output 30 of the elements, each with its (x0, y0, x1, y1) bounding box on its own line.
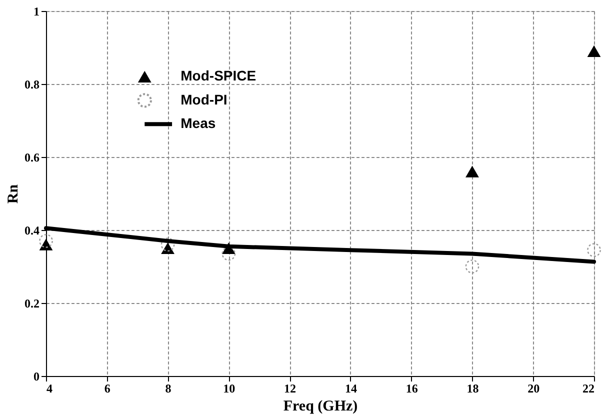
point (466, 166, 479, 178)
legend-label: Meas (180, 115, 216, 132)
legend-label: Mod-PI (180, 91, 228, 108)
y-tick-label: 0 (34, 370, 40, 384)
y-axis-title: Rn (6, 184, 22, 204)
point (161, 242, 174, 254)
x-tick-label: 6 (104, 382, 110, 396)
point (587, 45, 601, 57)
point (39, 238, 53, 250)
point (465, 260, 480, 274)
y-tick-label: 0.8 (24, 78, 40, 92)
x-tick-label: 8 (165, 382, 172, 396)
x-tick-label: 4 (46, 382, 52, 396)
x-axis-title: Freq (GHz) (283, 398, 358, 414)
x-tick-label: 12 (284, 382, 296, 396)
y-tick-label: 0.4 (24, 224, 40, 238)
x-tick-label: 18 (466, 382, 479, 396)
x-tick-label: 20 (528, 382, 540, 396)
point (587, 243, 601, 257)
x-tick-label: 16 (406, 382, 418, 396)
y-tick-label: 0.2 (24, 296, 40, 310)
point (160, 238, 175, 252)
x-tick-label: 22 (582, 382, 594, 396)
y-tick-label: 0.6 (24, 150, 40, 164)
legend-label: Mod-SPICE (180, 68, 256, 84)
x-tick-label: 14 (344, 382, 357, 396)
y-tick-label: 1 (34, 4, 40, 18)
x-tick-label: 10 (223, 382, 236, 396)
point (39, 234, 53, 248)
point (222, 246, 236, 261)
